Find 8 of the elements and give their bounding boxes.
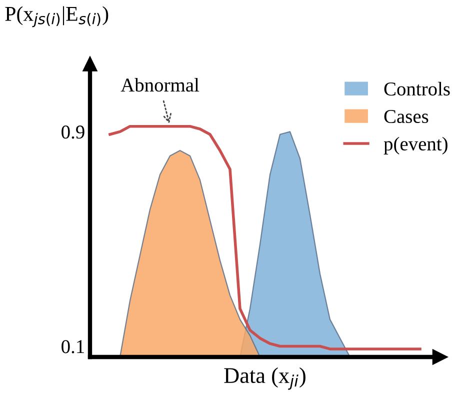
legend-label: Cases (384, 110, 428, 124)
legend-label: Controls (384, 82, 450, 96)
x-axis-title: Data (x$_{ji}$) (224, 367, 306, 390)
y-tick-label: 0.9 (62, 126, 84, 139)
y-axis-title: P(x$_{js(i)}$|E$_{s(i)}$) (5, 6, 108, 28)
legend-label: p(event) (384, 136, 448, 154)
annotation: Abnormal (120, 78, 200, 92)
y-tick-label: 0.1 (62, 340, 84, 354)
